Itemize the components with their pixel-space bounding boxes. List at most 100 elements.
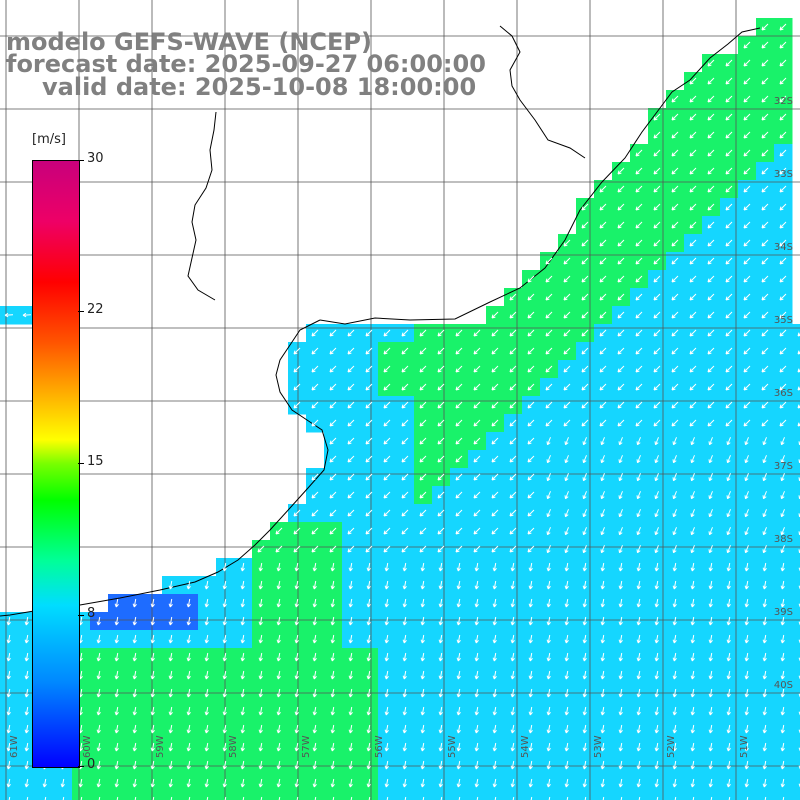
wind-arrow	[491, 509, 499, 517]
wind-arrow	[546, 778, 551, 788]
wind-speed-cell	[252, 792, 271, 800]
wind-arrow	[276, 778, 281, 788]
wind-arrow	[780, 688, 785, 698]
wind-arrow	[132, 760, 137, 770]
wind-arrow	[564, 742, 569, 752]
wind-arrow	[528, 706, 533, 716]
wind-arrow	[240, 778, 245, 788]
wind-arrow	[150, 688, 155, 698]
wind-speed-cell	[792, 342, 800, 361]
wind-arrow	[420, 652, 425, 662]
wind-arrow	[491, 401, 499, 409]
wind-arrow	[636, 545, 641, 554]
wind-arrow	[600, 706, 605, 716]
wind-arrow	[510, 580, 515, 590]
wind-arrow	[744, 473, 749, 482]
wind-arrow	[509, 545, 517, 553]
wind-arrow	[114, 742, 119, 752]
wind-arrow	[654, 580, 659, 590]
wind-arrow	[599, 257, 607, 265]
wind-arrow	[293, 401, 301, 409]
wind-arrow	[474, 670, 479, 680]
wind-arrow	[347, 419, 355, 427]
wind-arrow	[294, 616, 299, 626]
wind-arrow	[510, 616, 515, 626]
wind-arrow	[581, 365, 589, 373]
wind-arrow	[510, 706, 515, 716]
wind-arrow	[780, 491, 785, 500]
wind-arrow	[384, 616, 389, 626]
wind-arrow	[725, 131, 733, 139]
wind-arrow	[564, 634, 569, 644]
wind-arrow	[24, 706, 29, 716]
wind-arrow	[510, 688, 515, 698]
wind-arrow	[654, 491, 659, 500]
wind-arrow	[402, 580, 407, 590]
wind-arrow	[384, 724, 389, 734]
wind-speed-cell	[792, 774, 800, 793]
wind-arrow	[599, 275, 607, 283]
model-title: modelo GEFS-WAVE (NCEP)	[6, 28, 372, 56]
wind-arrow	[779, 221, 787, 229]
wind-arrow	[401, 527, 409, 535]
wind-arrow	[563, 293, 571, 301]
wind-arrow	[330, 634, 335, 644]
wind-arrow	[329, 329, 337, 337]
wind-arrow	[707, 275, 715, 283]
wind-arrow	[635, 311, 643, 319]
wind-arrow	[671, 419, 679, 427]
wind-arrow	[420, 778, 425, 788]
wind-arrow	[473, 329, 481, 337]
wind-arrow	[762, 706, 767, 716]
wind-speed-cell	[792, 468, 800, 487]
wind-arrow	[402, 706, 407, 716]
wind-arrow	[671, 311, 679, 319]
wind-arrow	[492, 598, 497, 608]
wind-arrow	[491, 545, 499, 553]
wind-arrow	[312, 562, 317, 572]
wind-arrow	[150, 760, 155, 770]
wind-arrow	[725, 239, 733, 247]
wind-arrow	[491, 473, 499, 481]
wind-arrow	[186, 652, 191, 662]
wind-speed-cell	[792, 558, 800, 577]
wind-arrow	[366, 760, 371, 770]
wind-speed-cell	[792, 720, 800, 739]
wind-arrow	[437, 455, 445, 463]
wind-arrow	[546, 580, 551, 590]
wind-arrow	[294, 652, 299, 662]
wind-arrow	[330, 616, 335, 626]
wind-arrow	[744, 437, 749, 446]
wind-arrow	[636, 706, 641, 716]
wind-arrow	[725, 329, 733, 337]
wind-arrow	[240, 670, 245, 680]
wind-arrow	[635, 419, 643, 427]
wind-arrow	[779, 23, 787, 31]
wind-arrow	[743, 293, 751, 301]
wind-arrow	[311, 329, 319, 337]
wind-arrow	[275, 527, 283, 535]
wind-arrow	[311, 509, 319, 517]
wind-arrow	[440, 796, 443, 800]
wind-arrow	[528, 634, 533, 644]
wind-arrow	[365, 455, 373, 463]
wind-speed-cell	[342, 792, 361, 800]
wind-arrow	[455, 329, 463, 337]
wind-arrow	[690, 688, 695, 698]
lon-label: 52W	[666, 735, 677, 758]
wind-arrow	[581, 239, 589, 247]
wind-arrow	[617, 167, 625, 175]
wind-arrow	[132, 670, 137, 680]
wind-arrow	[473, 545, 481, 553]
wind-arrow	[617, 383, 625, 391]
wind-arrow	[257, 545, 265, 553]
wind-arrow	[114, 688, 119, 698]
colorbar-label-0: 0	[87, 757, 96, 772]
wind-arrow	[401, 347, 409, 355]
wind-arrow	[546, 545, 551, 554]
wind-arrow	[743, 41, 751, 49]
wind-arrow	[527, 347, 535, 355]
wind-arrow	[600, 437, 605, 446]
lon-label: 55W	[447, 735, 458, 758]
wind-arrow	[474, 598, 479, 608]
